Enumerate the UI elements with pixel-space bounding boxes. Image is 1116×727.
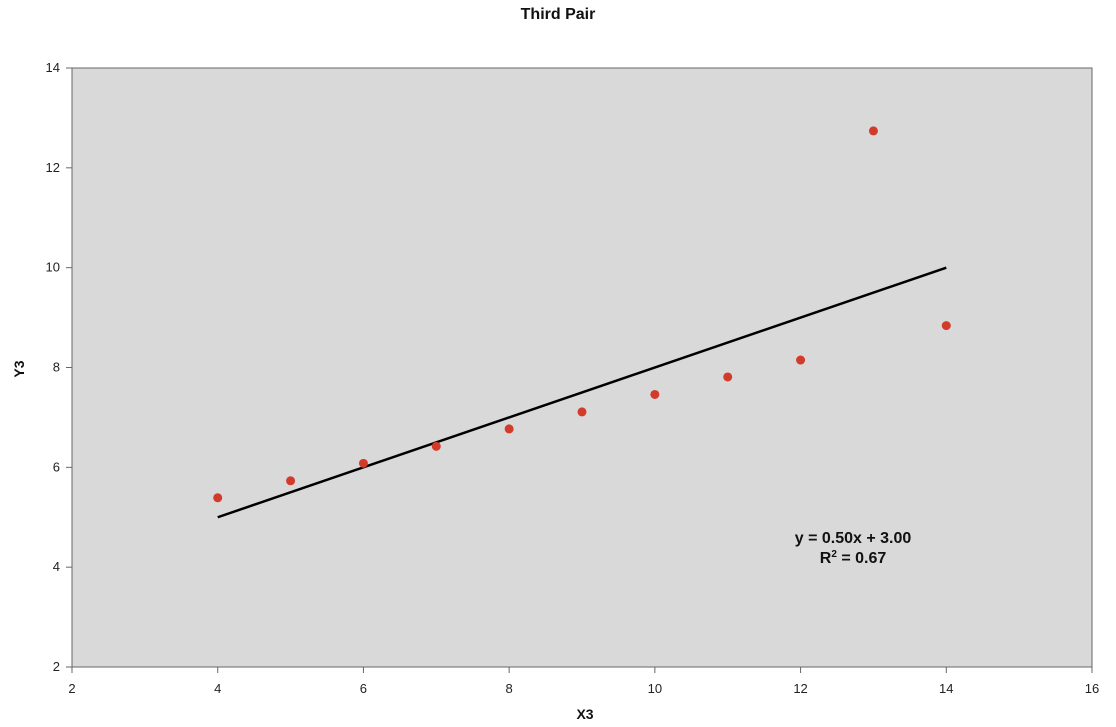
r-squared-value: = 0.67 <box>837 550 886 567</box>
y-tick-label: 4 <box>53 559 60 574</box>
x-tick-label: 2 <box>68 681 75 696</box>
r-squared-annotation: R2 = 0.67 <box>820 549 887 567</box>
data-point <box>868 126 878 136</box>
x-tick-label: 8 <box>506 681 513 696</box>
r-squared-prefix: R <box>820 550 832 567</box>
x-tick-label: 6 <box>360 681 367 696</box>
y-axis-ticks: 2 4 6 8 10 12 14 <box>46 60 72 674</box>
trendline <box>217 266 947 519</box>
r-squared-exponent: 2 <box>831 549 837 560</box>
y-tick-label: 2 <box>53 659 60 674</box>
x-axis-label: X3 <box>576 706 593 722</box>
trendline-equation: y = 0.50x + 3.00 <box>795 530 912 547</box>
y-tick-label: 6 <box>53 459 60 474</box>
data-point <box>723 372 733 382</box>
data-point <box>796 355 806 365</box>
x-tick-label: 16 <box>1085 681 1099 696</box>
data-point <box>286 476 296 486</box>
y-tick-label: 10 <box>46 260 60 275</box>
x-tick-label: 10 <box>648 681 662 696</box>
data-point <box>431 441 441 451</box>
x-tick-label: 14 <box>939 681 953 696</box>
y-tick-label: 14 <box>46 60 60 75</box>
plot-area <box>71 67 1093 668</box>
data-points <box>213 126 951 503</box>
data-point <box>504 424 514 434</box>
data-point <box>941 321 951 331</box>
y-axis-label: Y3 <box>11 360 27 377</box>
x-tick-label: 4 <box>214 681 221 696</box>
data-point <box>358 458 368 468</box>
x-axis-ticks: 2 4 6 8 10 12 14 16 <box>68 667 1099 696</box>
y-tick-label: 12 <box>46 160 60 175</box>
y-tick-label: 8 <box>53 360 60 375</box>
data-point <box>577 407 587 417</box>
x-tick-label: 12 <box>793 681 807 696</box>
data-point <box>650 389 660 399</box>
data-point <box>213 493 223 503</box>
chart-title: Third Pair <box>521 6 596 23</box>
